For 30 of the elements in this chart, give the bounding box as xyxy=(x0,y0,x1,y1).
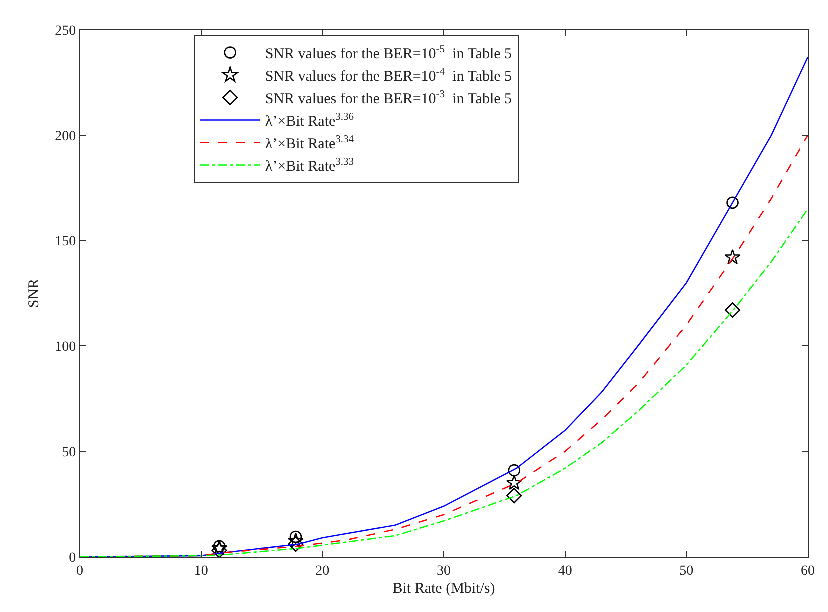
y-tick-label: 200 xyxy=(55,129,76,144)
legend-label: SNR values for the BER=10$^{-4}$ in Table 5 xyxy=(265,66,512,86)
legend-label: λ’×Bit Rate$^{3.34}$ xyxy=(265,134,355,153)
x-axis-title: Bit Rate (Mbit/s) xyxy=(392,580,496,597)
y-tick-label: 250 xyxy=(55,24,76,39)
point xyxy=(288,532,304,548)
x-tick-label: 20 xyxy=(316,564,330,579)
point xyxy=(508,464,521,477)
point xyxy=(506,474,522,490)
y-tick-label: 150 xyxy=(55,234,76,250)
x-tick-label: 40 xyxy=(558,564,572,579)
legend-label: λ’×Bit Rate$^{3.36}$ xyxy=(265,112,354,130)
x-tick-label: 50 xyxy=(680,564,694,579)
legend-label: SNR values for the BER=10$^{-3}$ in Table 5 xyxy=(265,89,512,108)
x-tick-label: 10 xyxy=(194,564,208,579)
line-series xyxy=(80,208,808,557)
point xyxy=(724,249,741,265)
y-tick-label: 0 xyxy=(69,550,76,566)
point xyxy=(506,488,522,504)
y-axis-title: SNR xyxy=(26,278,42,308)
point xyxy=(726,196,739,210)
x-tick-label: 30 xyxy=(437,564,451,579)
legend-label: λ’×Bit Rate$^{3.33}$ xyxy=(265,156,354,176)
legend-label: SNR values for the BER=10$^{-5}$ in Table 5 xyxy=(265,44,512,63)
y-tick-label: 100 xyxy=(55,340,76,356)
y-tick-label: 50 xyxy=(62,446,76,460)
point xyxy=(288,536,304,552)
point xyxy=(724,302,741,318)
x-tick-label: 60 xyxy=(801,564,815,579)
point xyxy=(290,530,302,544)
